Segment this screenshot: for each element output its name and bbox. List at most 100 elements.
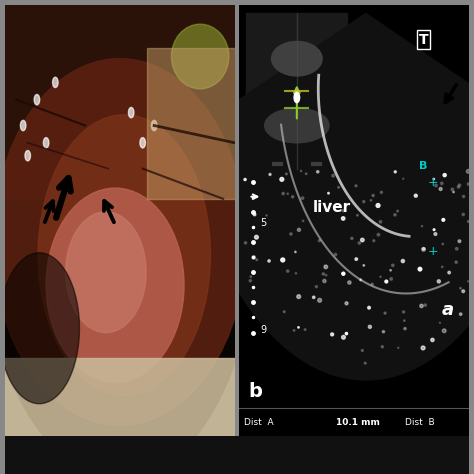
Point bbox=[460, 193, 467, 201]
FancyBboxPatch shape bbox=[5, 358, 235, 436]
Point bbox=[284, 267, 292, 275]
Point bbox=[452, 258, 460, 266]
Text: b: b bbox=[248, 382, 263, 401]
Ellipse shape bbox=[272, 41, 322, 76]
Point bbox=[456, 182, 463, 189]
Point bbox=[279, 256, 287, 264]
Point bbox=[295, 293, 302, 301]
Point bbox=[316, 200, 324, 207]
Point bbox=[339, 270, 347, 277]
Point bbox=[289, 193, 296, 201]
Point bbox=[346, 279, 353, 286]
Point bbox=[357, 276, 365, 283]
Point bbox=[316, 237, 323, 245]
Point bbox=[360, 198, 367, 205]
Point bbox=[297, 167, 305, 175]
Ellipse shape bbox=[0, 253, 80, 404]
Point bbox=[343, 300, 350, 307]
Circle shape bbox=[140, 137, 146, 148]
Ellipse shape bbox=[0, 59, 246, 425]
Point bbox=[389, 262, 397, 269]
Text: +: + bbox=[428, 245, 438, 258]
Point bbox=[250, 254, 257, 261]
Point bbox=[377, 273, 384, 281]
Point bbox=[440, 327, 448, 335]
Point bbox=[455, 183, 462, 191]
Point bbox=[438, 180, 446, 187]
Point bbox=[416, 265, 424, 273]
Point bbox=[430, 226, 438, 234]
Point bbox=[290, 327, 298, 334]
Point bbox=[437, 185, 445, 193]
Point bbox=[368, 281, 376, 288]
Point bbox=[283, 170, 290, 178]
Point bbox=[292, 248, 299, 255]
Point bbox=[339, 215, 347, 222]
Text: 5: 5 bbox=[260, 218, 266, 228]
FancyBboxPatch shape bbox=[5, 0, 235, 199]
Point bbox=[328, 330, 336, 338]
Point bbox=[348, 235, 356, 242]
Ellipse shape bbox=[66, 212, 146, 333]
Ellipse shape bbox=[172, 24, 229, 89]
Point bbox=[377, 218, 384, 226]
Point bbox=[394, 344, 402, 352]
Point bbox=[340, 334, 347, 341]
Point bbox=[367, 197, 375, 204]
Point bbox=[439, 240, 447, 248]
Point bbox=[358, 236, 366, 244]
Point bbox=[399, 257, 407, 265]
Point bbox=[465, 218, 472, 225]
FancyBboxPatch shape bbox=[147, 48, 239, 199]
Point bbox=[322, 272, 330, 279]
Point bbox=[456, 237, 463, 245]
Point bbox=[354, 211, 361, 219]
Point bbox=[418, 302, 425, 310]
Point bbox=[253, 256, 261, 264]
Point bbox=[436, 319, 444, 327]
Point bbox=[438, 263, 446, 271]
Ellipse shape bbox=[46, 188, 184, 382]
FancyBboxPatch shape bbox=[239, 5, 469, 436]
Point bbox=[266, 171, 274, 178]
Point bbox=[379, 343, 386, 351]
Point bbox=[387, 266, 394, 274]
Point bbox=[366, 323, 374, 331]
Point bbox=[419, 344, 427, 352]
Circle shape bbox=[34, 94, 40, 105]
Point bbox=[251, 211, 258, 219]
Point bbox=[400, 175, 407, 182]
Point bbox=[310, 293, 318, 301]
Point bbox=[381, 310, 389, 317]
Text: B: B bbox=[419, 161, 427, 171]
Circle shape bbox=[20, 120, 26, 131]
Point bbox=[329, 172, 337, 180]
Point bbox=[419, 246, 427, 253]
Point bbox=[448, 186, 456, 193]
Point bbox=[319, 270, 327, 278]
Point bbox=[246, 277, 254, 284]
Circle shape bbox=[43, 137, 49, 148]
Point bbox=[401, 325, 409, 332]
Point bbox=[450, 188, 457, 196]
Text: T: T bbox=[419, 33, 428, 46]
Circle shape bbox=[25, 151, 30, 161]
Point bbox=[412, 192, 419, 200]
Point bbox=[391, 211, 399, 219]
Point bbox=[430, 175, 438, 183]
Point bbox=[441, 171, 448, 179]
Point bbox=[320, 277, 328, 285]
Text: 10.1 mm: 10.1 mm bbox=[336, 418, 380, 427]
Point bbox=[374, 202, 382, 210]
Point bbox=[401, 325, 409, 332]
Point bbox=[302, 170, 310, 178]
Point bbox=[446, 269, 453, 276]
Text: Dist  A: Dist A bbox=[244, 418, 273, 427]
Point bbox=[374, 231, 382, 238]
FancyBboxPatch shape bbox=[246, 13, 347, 169]
Point bbox=[279, 190, 287, 197]
Point bbox=[327, 201, 334, 208]
Point bbox=[263, 212, 270, 219]
Point bbox=[287, 230, 295, 238]
Point bbox=[299, 217, 307, 225]
